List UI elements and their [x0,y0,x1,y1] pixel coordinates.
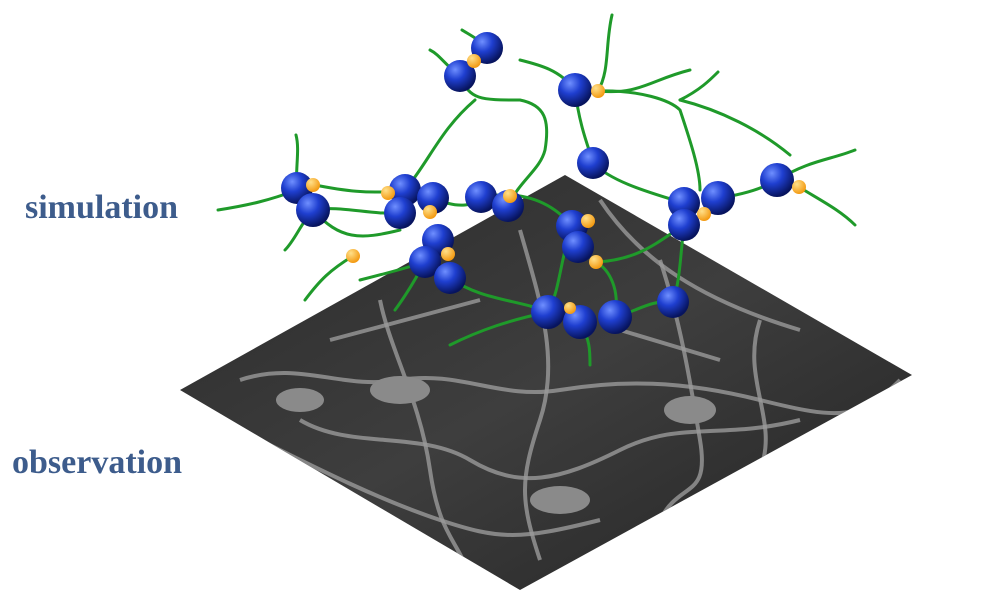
observation-label: observation [12,444,182,481]
simulation-label: simulation [25,189,178,226]
crosslinks [306,54,806,314]
spheres [281,32,794,339]
